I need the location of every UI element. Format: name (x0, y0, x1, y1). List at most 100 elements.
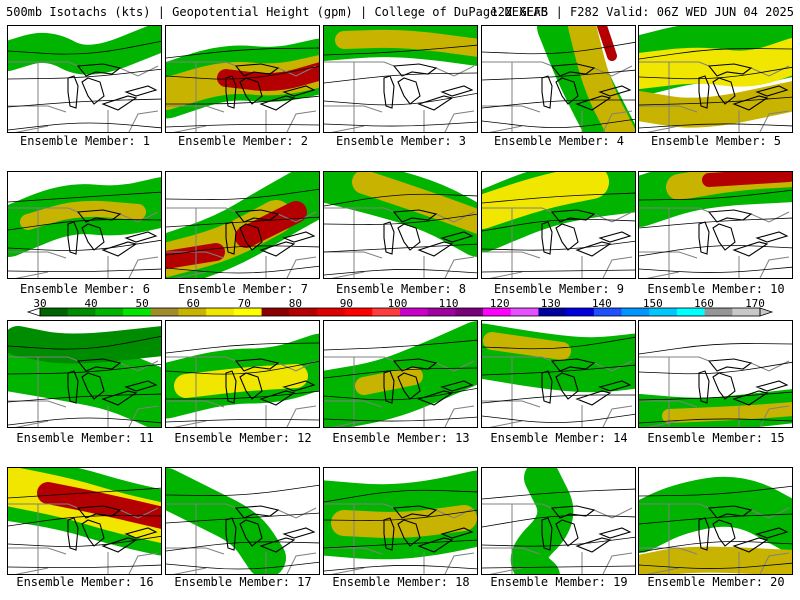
member-map-canvas (639, 172, 792, 278)
colorbar-tick-label: 120 (489, 297, 510, 310)
member-map-canvas (324, 321, 477, 427)
great-lakes-outline (541, 209, 632, 257)
height-contour (639, 96, 792, 106)
colorbar-tick-label: 100 (387, 297, 408, 310)
state-borders (639, 61, 790, 132)
colorbar-tick-label: 110 (438, 297, 459, 310)
colorbar-tick-label: 160 (693, 297, 714, 310)
height-contour (324, 565, 477, 572)
ensemble-member-map (7, 467, 162, 575)
header-title: 500mb Isotachs (kts) | Geopotential Heig… (6, 5, 548, 19)
height-contour (639, 245, 792, 257)
ensemble-member-map (638, 467, 793, 575)
colorbar-swatch (206, 308, 235, 316)
state-borders (639, 503, 790, 574)
isotach-band (702, 172, 792, 187)
colorbar-swatch (621, 308, 650, 316)
height-contour (166, 95, 319, 105)
height-contour (324, 339, 477, 351)
great-lakes-outline (383, 505, 474, 553)
height-contour (8, 68, 161, 80)
ensemble-member-map (481, 25, 636, 133)
height-contour (8, 535, 161, 547)
isotach-band (639, 546, 792, 574)
height-contour (639, 189, 792, 201)
ensemble-member-caption: Ensemble Member: 10 (647, 282, 785, 296)
ensemble-member-caption: Ensemble Member: 6 (19, 282, 151, 296)
isotach-band (335, 29, 477, 57)
height-contour (639, 513, 792, 525)
isotach-band (8, 26, 161, 75)
great-lakes-outline (541, 63, 632, 111)
colorbar-swatch (538, 308, 567, 316)
ensemble-member-map (7, 171, 162, 279)
isotach-band (482, 172, 609, 229)
isotach-band (597, 26, 617, 61)
isotach-band (166, 468, 286, 574)
ensemble-member-caption: Ensemble Member: 19 (490, 575, 628, 589)
height-contour (8, 239, 161, 251)
state-borders (482, 61, 633, 132)
height-contour (482, 394, 635, 404)
height-contour (324, 416, 477, 422)
colorbar-swatch (427, 308, 456, 316)
state-borders (8, 503, 159, 574)
height-contour (8, 335, 161, 350)
member-map-canvas (324, 470, 477, 574)
ensemble-member-map (323, 467, 478, 575)
ensemble-member-map (481, 320, 636, 428)
isotach-band (482, 323, 635, 393)
ensemble-member-map (7, 320, 162, 428)
colorbar-swatch (455, 308, 484, 316)
height-contour (482, 41, 635, 55)
colorbar-swatch (40, 308, 69, 316)
isotach-band (20, 200, 146, 230)
colorbar-swatch (510, 308, 539, 316)
state-borders (482, 356, 633, 427)
height-contour (482, 240, 635, 251)
height-contour (166, 541, 319, 552)
height-contour (639, 418, 792, 424)
isotach-band (568, 26, 635, 132)
height-contour (482, 269, 635, 273)
ensemble-member-caption: Ensemble Member: 1 (19, 134, 151, 148)
height-contour (324, 121, 477, 127)
colorbar-swatch (95, 308, 124, 316)
header-run-info: 12Z GEFS | F282 Valid: 06Z WED JUN 04 20… (490, 5, 794, 19)
state-borders (166, 356, 317, 427)
state-borders (324, 61, 475, 132)
member-map-canvas (8, 468, 161, 574)
great-lakes-outline (67, 209, 158, 257)
colorbar-tick-label: 90 (339, 297, 354, 310)
height-contour (639, 343, 792, 355)
height-contour (8, 487, 161, 499)
ensemble-member-map (481, 467, 636, 575)
height-contour (8, 122, 161, 131)
height-contour (639, 485, 792, 497)
great-lakes-outline (698, 209, 789, 257)
height-contour (166, 342, 319, 354)
colorbar-swatch (123, 308, 152, 316)
colorbar-swatch (150, 308, 179, 316)
height-contour (482, 336, 635, 350)
colorbar-swatch (289, 308, 318, 316)
isotach-band (352, 172, 477, 234)
isotach-band (639, 81, 792, 128)
height-contour (166, 65, 319, 80)
ensemble-member-map (165, 171, 320, 279)
isotach-band (331, 505, 477, 538)
ensemble-member-caption: Ensemble Member: 13 (332, 431, 470, 445)
state-borders (8, 356, 159, 427)
colorbar-swatch (261, 308, 290, 316)
ensemble-member-map (7, 25, 162, 133)
ensemble-member-caption: Ensemble Member: 7 (177, 282, 309, 296)
isotach-band (662, 402, 792, 423)
great-lakes-outline (67, 358, 158, 406)
ensemble-member-map (638, 171, 793, 279)
member-map-canvas (166, 333, 319, 427)
height-contour (8, 363, 161, 375)
height-contour (639, 123, 792, 129)
height-contour (324, 367, 477, 379)
height-contour (166, 360, 319, 375)
height-contour (8, 191, 161, 203)
